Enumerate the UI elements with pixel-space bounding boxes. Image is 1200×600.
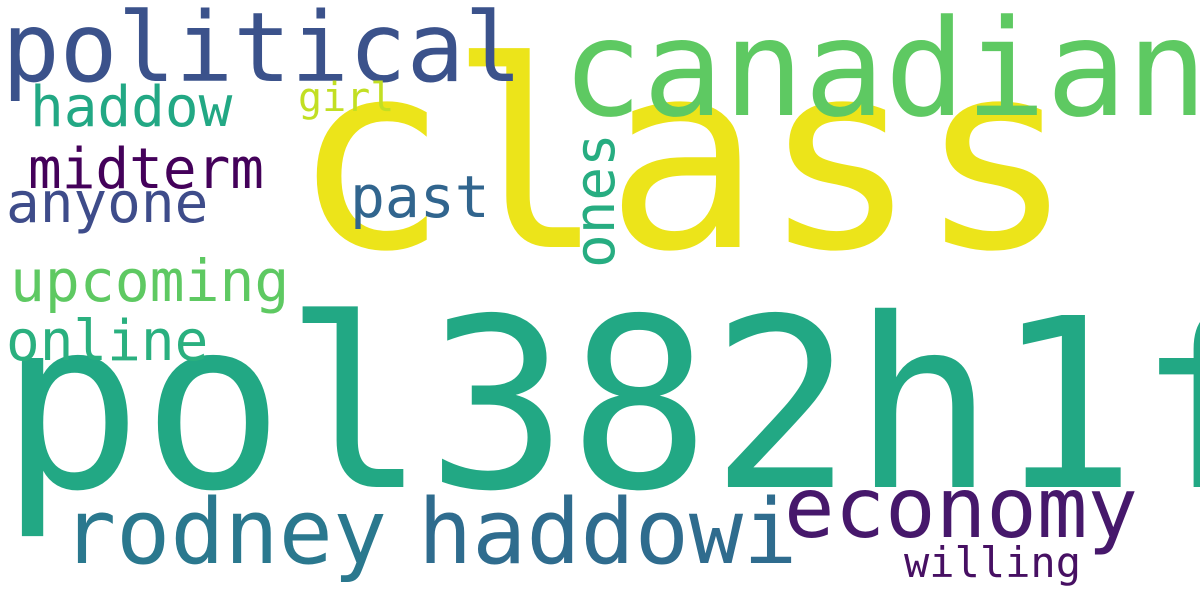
word-girl: girl [298,75,395,121]
word-upcoming: upcoming [10,247,290,315]
word-anyone: anyone [6,171,209,236]
word-economy: economy [784,459,1139,557]
word-willing: willing [904,538,1082,587]
word-class: class [292,7,1075,309]
word-online: online [6,309,209,374]
word-ones: ones [563,133,628,268]
word-past: past [350,163,490,231]
word-canadian: canadian [562,0,1200,147]
word-rodney: rodney [62,480,388,585]
word-political: political [2,0,523,104]
word-haddowi: haddowi [418,480,798,585]
word-pol382h1f: pol382h1f [0,268,1200,543]
word-midterm: midterm [28,137,265,202]
word-haddow: haddow [30,75,233,140]
